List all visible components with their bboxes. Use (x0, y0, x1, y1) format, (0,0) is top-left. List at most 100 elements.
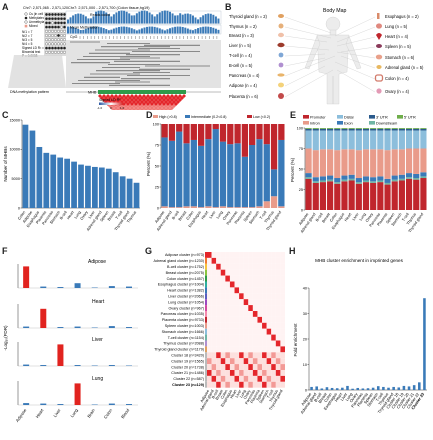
cell-cluster-23-n-129-pancreas (252, 381, 258, 388)
methylation-dot (45, 46, 48, 50)
cell-adrenal-gland-cluster-n-1230-pancreas (252, 257, 258, 264)
methylation-dot (48, 17, 51, 21)
row-label-cluster-18-n-3420: Cluster 18 (n=3420) (171, 354, 204, 358)
bar-adrenal-gland-intermediate-0-2-0-8 (168, 140, 176, 208)
legend-promoter: Promoter (310, 115, 326, 119)
bar-adrenal-gland-downstream (312, 181, 319, 183)
ld-cell (144, 108, 148, 110)
cell-cluster-20-n-1738-thymus (275, 364, 281, 370)
ld-tick-max: 1.0 (120, 106, 125, 110)
mhb-region (98, 90, 186, 94)
cell-placenta-cluster-n-9733-b-cell (216, 316, 221, 323)
strip-colon-cluster-n-1457 (205, 275, 207, 282)
strip-cluster-22-n-587 (205, 375, 207, 382)
reads-count-bar (148, 12, 151, 24)
reads-count-bar (199, 17, 202, 24)
organ-b-cell: B-cell (n = 5) (229, 63, 253, 68)
cell-cluster-18-n-3420-liver (239, 352, 244, 359)
cell-thyroid-gland-cluster-n-1179-placenta (257, 346, 263, 353)
panel-e-x-label-b-cell: B-cell (315, 212, 324, 222)
cell-cluster-18-n-3420-esophagus (229, 352, 235, 359)
cell-adrenal-gland-cluster-n-1230-spleen (262, 257, 267, 264)
mean-methylation-bar (79, 30, 82, 34)
methylation-dot (60, 34, 63, 37)
panel-c-ylabel: Number of MHBs (3, 146, 8, 182)
cell-t-cell-cluster-n-1154-colon (225, 334, 230, 341)
mean-methylation-bar (120, 26, 123, 34)
cell-breast-cluster-n-2075-thyroid-gland (280, 269, 285, 276)
cell-cluster-20-n-1738-colon (225, 364, 230, 370)
thyroid-icon (278, 14, 284, 18)
cell-b-cell-cluster-n-1752-spleen (262, 263, 267, 270)
track-mean-methylation: Mean Methylation (70, 26, 98, 30)
mean-methylation-bar (97, 26, 100, 34)
panel-e-x-label-heart: Heart (344, 212, 353, 223)
reads-count-bar (153, 16, 156, 24)
bar-spleen-downstream (391, 179, 398, 182)
panel-e-x-label-liver: Liver (352, 212, 360, 222)
cell-heart-cluster-n-1382-colon (225, 287, 230, 294)
cell-cluster-18-n-3420-b-cell (216, 352, 221, 359)
legend-intron-swatch (303, 121, 309, 125)
cell-pancreas-cluster-n-1035-stomach (266, 311, 272, 317)
panel-g-heatmap: Adipose cluster (n=973) Adrenal gland clu… (153, 252, 285, 411)
stat-n1: N/1 = 7 (22, 30, 33, 34)
legend-5utr: 5' UTR (404, 115, 416, 119)
reads-count-bar (212, 14, 215, 24)
panel-e-chart: Promoter Intron Distal Exon 3' UTR Downs… (290, 115, 427, 234)
reads-count-bar (169, 11, 171, 24)
panel-f-title-adipose: Adipose (88, 259, 106, 265)
cell-esophagus-cluster-n-1004-colon (225, 281, 230, 288)
col-label-t-cell: T-cell (266, 389, 274, 399)
spleen-icon (376, 44, 382, 48)
cell-cluster-22-n-587-breast (220, 375, 226, 382)
bar-t-cell-downstream (405, 177, 413, 179)
methylation-dot (51, 42, 54, 46)
cell-cluster-20-n-1738-lung (243, 364, 249, 370)
methylation-dot (48, 21, 51, 25)
bar-b-cell-high-0-8 (176, 207, 183, 208)
mean-methylation-bar (105, 29, 108, 34)
cell-colon-cluster-n-1457-colon (225, 275, 230, 282)
methylation-dot (60, 21, 63, 25)
mean-methylation-bar (158, 28, 161, 34)
panel-f-x-label-lung: Lung (69, 407, 79, 418)
binomial-test-label: Binomial test (22, 50, 40, 54)
cell-spleen-cluster-n-1003-pancreas (252, 322, 258, 329)
cell-heart-cluster-n-1382-adipose (207, 287, 212, 294)
panel-h-x-label-lung: Lung (344, 392, 353, 402)
mean-methylation-bar (191, 30, 194, 34)
strip-ovary-cluster-n-967 (205, 305, 207, 311)
cell-adipose-cluster-n-973-thymus (275, 252, 281, 258)
cell-breast-cluster-n-2075-t-cell (271, 269, 276, 276)
cell-cluster-22-n-587-b-cell (216, 375, 221, 382)
bar-lung-promoter (362, 182, 370, 210)
panel-c-x-label-spleen: Spleen (100, 210, 110, 222)
bar-breast (112, 172, 119, 208)
cell-ovary-cluster-n-967-heart (234, 305, 240, 311)
bar-placenta-downstream (384, 182, 391, 185)
cell-cluster-21-n-1486-adipose (207, 370, 212, 376)
bar-lung-3-utr (362, 128, 370, 131)
bar-pancreas (50, 154, 57, 208)
body-map-title: Body Map (323, 8, 346, 14)
bar-adipose-exon (305, 173, 312, 178)
legend-promoter-swatch (303, 115, 309, 119)
bar-liver-intermediate-0-2-0-8 (212, 129, 219, 208)
cell-cluster-19-n-1565-esophagus (229, 358, 235, 365)
organ-heart: Heart (n = 4) (385, 34, 409, 39)
cell-adrenal-gland-cluster-n-1230-heart (234, 257, 240, 264)
cell-b-cell-cluster-n-1752-stomach (266, 263, 272, 270)
methylation-dot (45, 50, 48, 54)
cell-cluster-23-n-129-t-cell (271, 381, 276, 388)
panel-d-y-tick-label: 25 (155, 185, 159, 189)
reads-count-bar (207, 13, 210, 24)
bar-stomach-intron (398, 149, 405, 175)
bar-stomach-exon (398, 174, 405, 179)
methylation-dot (54, 21, 57, 25)
methylation-dot (57, 42, 60, 46)
bar-colon-high-0-8 (190, 206, 197, 208)
bar-stomach-5-utr (398, 128, 405, 129)
bar-spleen (371, 387, 375, 390)
bar-ovary-low-0-2 (227, 124, 234, 145)
